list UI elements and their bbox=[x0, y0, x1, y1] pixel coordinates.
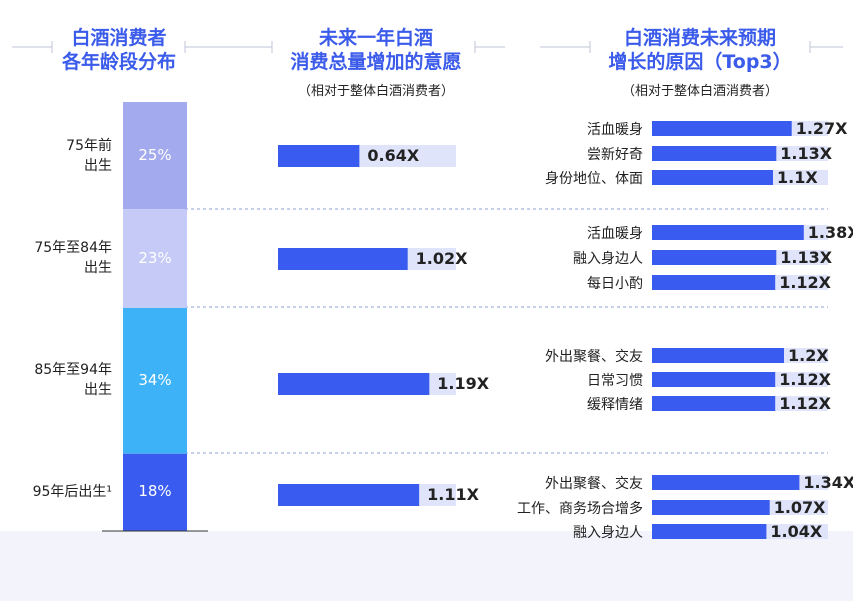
reason-label-1-3: 身份地位、体面 bbox=[545, 171, 643, 187]
reason-label-1-2: 尝新好奇 bbox=[587, 147, 643, 163]
reason-bar-2-3 bbox=[652, 275, 776, 290]
age-group-label-line1: 75年至84年 bbox=[34, 240, 112, 256]
willingness-value-3: 1.19X bbox=[437, 374, 490, 393]
col2-title-line2: 消费总量增加的意愿 bbox=[290, 51, 462, 73]
col3-subtitle: （相对于整体白酒消费者） bbox=[621, 84, 778, 99]
age-share-segment-3 bbox=[123, 307, 187, 454]
age-group-label-1: 75年前出生 bbox=[0, 136, 112, 176]
reason-label-4-2: 工作、商务场合增多 bbox=[517, 501, 643, 517]
age-share-label-3: 34% bbox=[138, 370, 172, 389]
reason-value-3-3: 1.12X bbox=[779, 394, 831, 413]
reason-label-1-1: 活血暖身 bbox=[587, 122, 643, 138]
reason-bar-3-2 bbox=[652, 372, 776, 387]
bottom-band bbox=[0, 531, 853, 601]
reason-label-3-2: 日常习惯 bbox=[587, 373, 643, 389]
reason-label-4-1: 外出聚餐、交友 bbox=[545, 476, 643, 492]
willingness-bar-3 bbox=[278, 373, 430, 395]
age-group-label-line2: 出生 bbox=[84, 382, 112, 398]
reason-bar-1-1 bbox=[652, 121, 792, 136]
age-group-label-line1: 75年前 bbox=[66, 137, 112, 154]
reason-bar-4-2 bbox=[652, 500, 770, 515]
reason-bar-2-1 bbox=[652, 225, 804, 240]
col3-title-line2: 增长的原因（Top3） bbox=[608, 51, 792, 73]
age-share-segment-1 bbox=[123, 102, 187, 210]
willingness-bar-1 bbox=[278, 145, 360, 167]
reason-label-3-1: 外出聚餐、交友 bbox=[545, 349, 643, 365]
age-share-label-4: 18% bbox=[138, 482, 172, 501]
reason-value-2-1: 1.38X bbox=[807, 223, 853, 242]
reason-value-3-2: 1.12X bbox=[779, 370, 831, 389]
reason-value-1-2: 1.13X bbox=[780, 144, 833, 163]
reason-value-4-2: 1.07X bbox=[773, 498, 826, 517]
age-group-label-line1: 85年至94年 bbox=[34, 362, 112, 378]
col1-title-line1: 白酒消费者 bbox=[71, 27, 167, 49]
willingness-value-2: 1.02X bbox=[415, 249, 468, 268]
age-group-label-4: 95年后出生¹ bbox=[32, 484, 112, 500]
age-share-segment-2 bbox=[123, 209, 187, 308]
reason-value-2-2: 1.13X bbox=[780, 248, 833, 267]
reason-label-2-3: 每日小酌 bbox=[587, 276, 643, 292]
reason-bar-3-1 bbox=[652, 348, 784, 363]
willingness-value-4: 1.11X bbox=[427, 485, 479, 504]
reason-bar-1-3 bbox=[652, 170, 773, 185]
reason-value-1-3: 1.1X bbox=[777, 168, 818, 187]
reason-label-2-1: 活血暖身 bbox=[587, 226, 643, 242]
col2-subtitle: （相对于整体白酒消费者） bbox=[297, 84, 454, 99]
willingness-bar-4 bbox=[278, 484, 420, 506]
reason-bar-1-2 bbox=[652, 146, 777, 161]
age-group-label-line2: 出生 bbox=[84, 157, 112, 174]
reason-bar-4-1 bbox=[652, 475, 800, 490]
willingness-bar-2 bbox=[278, 248, 408, 270]
reason-value-4-1: 1.34X bbox=[803, 473, 853, 492]
age-group-label-2: 75年至84年出生 bbox=[0, 238, 112, 278]
age-group-label-3: 85年至94年出生 bbox=[0, 360, 112, 400]
age-group-label-line2: 出生 bbox=[84, 260, 112, 276]
age-share-segment-4 bbox=[123, 453, 187, 531]
age-share-label-2: 23% bbox=[138, 248, 172, 267]
reason-value-4-3: 1.04X bbox=[770, 522, 823, 541]
reason-value-3-1: 1.2X bbox=[788, 346, 829, 365]
reason-value-1-1: 1.27X bbox=[795, 119, 848, 138]
reason-bar-4-3 bbox=[652, 524, 767, 539]
reason-label-4-3: 融入身边人 bbox=[573, 525, 643, 541]
reason-bar-2-2 bbox=[652, 250, 777, 265]
reason-bar-3-3 bbox=[652, 396, 776, 411]
age-share-label-1: 25% bbox=[138, 145, 172, 164]
reason-label-3-3: 缓释情绪 bbox=[587, 397, 643, 413]
col3-title-line1: 白酒消费未来预期 bbox=[623, 27, 776, 49]
willingness-value-1: 0.64X bbox=[367, 146, 420, 165]
reason-value-2-3: 1.12X bbox=[779, 273, 831, 292]
col1-title-line2: 各年龄段分布 bbox=[61, 51, 176, 73]
reason-label-2-2: 融入身边人 bbox=[573, 251, 643, 267]
col2-title-line1: 未来一年白酒 bbox=[318, 27, 433, 49]
